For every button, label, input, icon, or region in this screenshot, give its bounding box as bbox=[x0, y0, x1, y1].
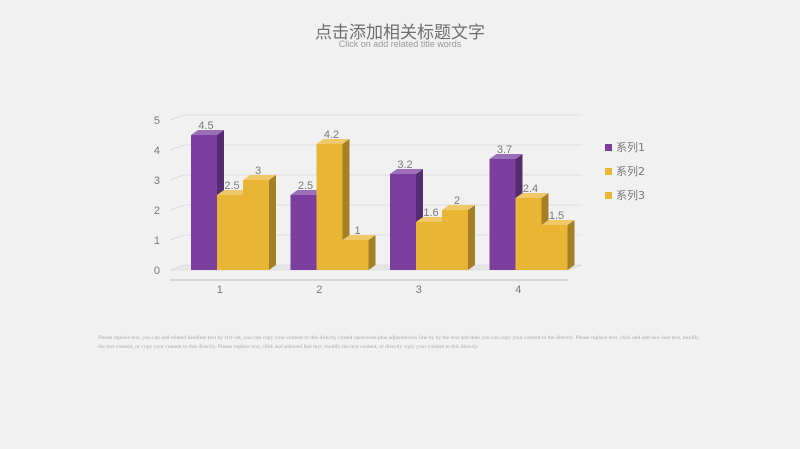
bar-top bbox=[541, 220, 575, 225]
bar bbox=[342, 235, 376, 270]
data-label: 4.2 bbox=[324, 129, 339, 141]
bar-front bbox=[217, 195, 243, 270]
bar-front bbox=[442, 210, 468, 270]
bar-front bbox=[489, 159, 516, 270]
legend-swatch bbox=[605, 144, 612, 151]
legend-swatch bbox=[605, 168, 612, 175]
bar-top bbox=[243, 175, 276, 180]
data-label: 2.5 bbox=[224, 180, 239, 192]
x-tick-label: 4 bbox=[515, 284, 521, 296]
bar-front bbox=[243, 180, 269, 270]
legend-label: 系列2 bbox=[616, 164, 645, 178]
page-title: 点击添加相关标题文字 bbox=[315, 23, 485, 43]
y-tick-label: 0 bbox=[154, 265, 160, 277]
axes: 0 1 2 3 4 5 1 2 3 4 bbox=[154, 115, 568, 296]
data-label: 2 bbox=[454, 195, 460, 207]
gridline-diagonal bbox=[169, 174, 185, 181]
x-tick-label: 1 bbox=[217, 284, 223, 296]
bar-top bbox=[217, 190, 250, 195]
x-tick-label: 3 bbox=[416, 284, 422, 296]
bar-top bbox=[390, 169, 423, 174]
legend-label: 系列3 bbox=[616, 188, 645, 202]
data-labels: 4.5 2.5 3 2.5 4.2 1 3.2 1.6 2 3.7 2.4 1.5 bbox=[198, 120, 564, 237]
bar-side bbox=[468, 205, 475, 270]
bar-front bbox=[390, 174, 416, 270]
bar bbox=[316, 139, 350, 270]
bar-side bbox=[269, 175, 276, 270]
bar-front bbox=[342, 240, 369, 270]
gridline-diagonal bbox=[169, 114, 185, 121]
y-tick-label: 1 bbox=[154, 235, 160, 247]
legend-label: 系列1 bbox=[616, 140, 645, 154]
data-label: 3 bbox=[255, 165, 261, 177]
data-label: 3.2 bbox=[397, 159, 412, 171]
data-label: 4.5 bbox=[198, 120, 213, 132]
gridline-diagonal bbox=[169, 234, 185, 241]
bar-top bbox=[416, 217, 449, 222]
legend-swatch bbox=[605, 192, 612, 199]
data-label: 1 bbox=[354, 225, 360, 237]
bar bbox=[442, 205, 475, 270]
bar bbox=[243, 175, 276, 270]
bar-top bbox=[290, 190, 324, 195]
bar-top bbox=[515, 193, 549, 198]
bar-top bbox=[316, 139, 350, 144]
y-tick-label: 2 bbox=[154, 205, 160, 217]
y-tick-label: 5 bbox=[154, 115, 160, 127]
bar-side bbox=[567, 220, 575, 270]
bar-top bbox=[489, 154, 523, 159]
y-tick-label: 3 bbox=[154, 175, 160, 187]
data-label: 2.4 bbox=[523, 183, 538, 195]
data-label: 1.6 bbox=[423, 207, 438, 219]
data-label: 1.5 bbox=[549, 210, 564, 222]
bar-front bbox=[515, 198, 542, 270]
data-label: 2.5 bbox=[298, 180, 313, 192]
bar-front bbox=[541, 225, 568, 270]
legend: 系列1 系列2 系列3 bbox=[605, 140, 645, 202]
bar bbox=[541, 220, 575, 270]
y-tick-label: 4 bbox=[154, 145, 160, 157]
bar-front bbox=[316, 144, 343, 270]
bar-front bbox=[191, 135, 217, 270]
bars bbox=[191, 130, 575, 270]
x-tick-label: 2 bbox=[316, 284, 322, 296]
gridline-diagonal bbox=[169, 144, 185, 151]
bar-front bbox=[416, 222, 442, 270]
bar-top bbox=[442, 205, 475, 210]
bar-top bbox=[342, 235, 376, 240]
bar-front bbox=[290, 195, 317, 270]
page-subtitle: Click on add related title words bbox=[338, 39, 462, 49]
bar-top bbox=[191, 130, 224, 135]
data-label: 3.7 bbox=[497, 144, 512, 156]
gridline-diagonal bbox=[169, 204, 185, 211]
bar-side bbox=[368, 235, 376, 270]
body-paragraph: Please replace text, you can add related… bbox=[98, 335, 699, 350]
